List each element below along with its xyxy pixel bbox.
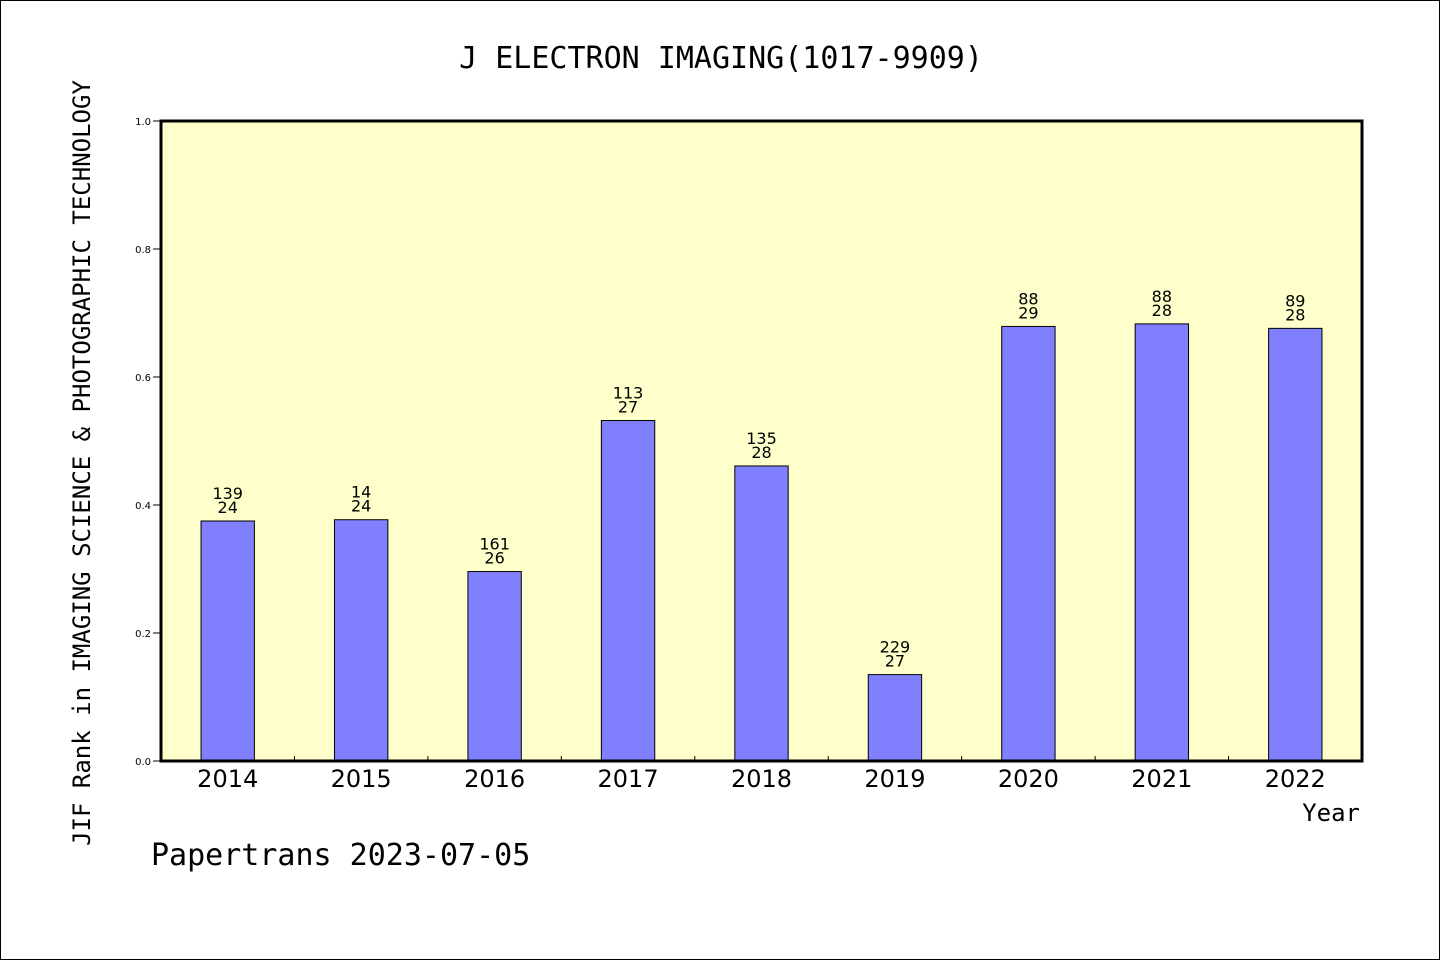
bar-2018 <box>734 465 789 762</box>
data-label-2015-line2: 24 <box>351 497 371 516</box>
data-label-2015-line1: 14 <box>351 483 371 502</box>
bar-2022 <box>1268 327 1323 762</box>
data-label-2016-line2: 26 <box>484 549 504 568</box>
data-label-2022-line2: 28 <box>1285 305 1305 324</box>
data-label-2021-line2: 28 <box>1152 301 1172 320</box>
bar-2016 <box>467 571 522 762</box>
data-label-2020-line1: 88 <box>1018 289 1038 308</box>
data-label-2017-line1: 113 <box>613 384 644 403</box>
y-tick-label-0.6: 0.6 <box>135 373 151 384</box>
y-axis-label: JIF Rank in IMAGING SCIENCE & PHOTOGRAPH… <box>68 80 96 846</box>
y-ticks-group: 0.0 0.2 0.4 0.6 0.8 1.0 <box>135 117 161 768</box>
data-label-2020-line2: 29 <box>1018 303 1038 322</box>
data-label-2014-line2: 24 <box>218 498 238 517</box>
bar-2020 <box>1001 325 1056 762</box>
chart-title: J ELECTRON IMAGING(1017-9909) <box>459 41 983 76</box>
data-label-2017-line2: 27 <box>618 398 638 417</box>
bar-2017 <box>600 420 656 762</box>
y-tick-label-1.0: 1.0 <box>135 117 151 128</box>
bars-group <box>200 323 1323 762</box>
bar-2015 <box>333 519 389 762</box>
bar-2021 <box>1134 323 1190 762</box>
y-tick-label-0.0: 0.0 <box>135 757 151 768</box>
bar-2019 <box>867 674 923 762</box>
data-labels-group: 1392414241612611327135282292788298828892… <box>212 287 1305 671</box>
x-tick-label-2018: 2018 <box>731 765 792 793</box>
y-tick-label-0.2: 0.2 <box>135 629 151 640</box>
x-tick-label-2015: 2015 <box>331 765 392 793</box>
bar-2014 <box>200 520 255 762</box>
x-ticks-group: 2014 2015 2016 2017 2018 2019 2020 2021 2022 <box>197 756 1326 793</box>
x-axis-label: Year <box>1302 799 1360 827</box>
y-tick-label-0.8: 0.8 <box>135 245 151 256</box>
footer-credit: Papertrans 2023-07-05 <box>151 838 530 873</box>
x-tick-label-2016: 2016 <box>464 765 525 793</box>
data-label-2022-line1: 89 <box>1285 291 1305 310</box>
x-tick-label-2022: 2022 <box>1265 765 1326 793</box>
data-label-2019-line1: 229 <box>880 638 911 657</box>
data-label-2018-line1: 135 <box>746 429 777 448</box>
data-label-2018-line2: 28 <box>751 443 771 462</box>
x-tick-label-2019: 2019 <box>864 765 925 793</box>
x-tick-label-2021: 2021 <box>1131 765 1192 793</box>
data-label-2019-line2: 27 <box>885 652 905 671</box>
data-label-2021-line1: 88 <box>1152 287 1172 306</box>
y-tick-label-0.4: 0.4 <box>135 501 151 512</box>
plot-border <box>159 119 1364 763</box>
data-label-2014-line1: 139 <box>212 484 243 503</box>
x-tick-label-2020: 2020 <box>998 765 1059 793</box>
data-label-2016-line1: 161 <box>479 535 510 554</box>
x-tick-label-2014: 2014 <box>197 765 258 793</box>
x-tick-label-2017: 2017 <box>598 765 659 793</box>
